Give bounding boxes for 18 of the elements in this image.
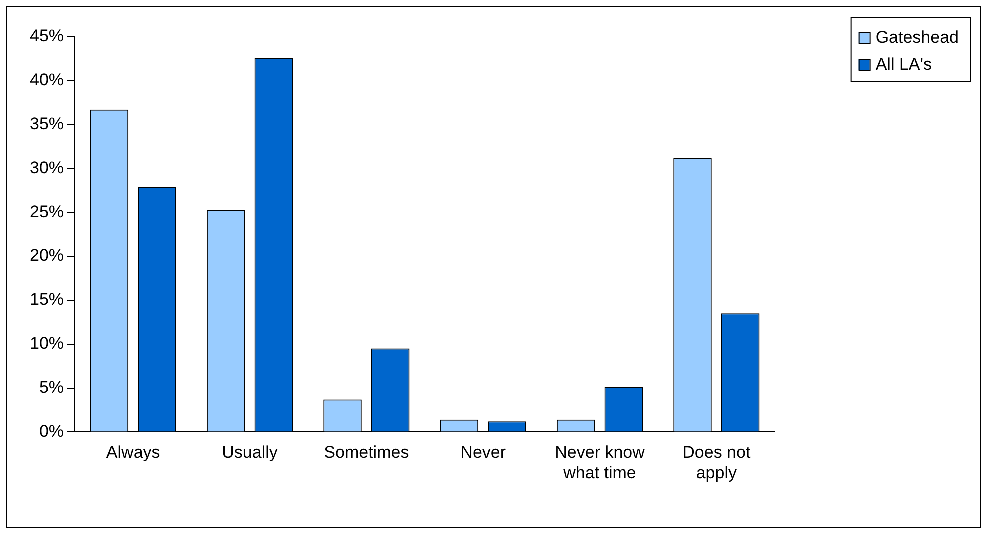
x-tick-label: Sometimes <box>324 443 410 462</box>
y-tick-label: 10% <box>30 334 64 354</box>
x-tick-label: Usually <box>222 443 278 462</box>
x-tick-label: Never know what time <box>555 443 646 482</box>
x-tick-label: Never <box>460 443 506 462</box>
y-tick-label: 30% <box>30 158 64 178</box>
y-tick-label: 40% <box>30 70 64 90</box>
y-tick-label: 0% <box>39 422 64 441</box>
y-tick-label: 15% <box>30 290 64 310</box>
legend-label: All LA's <box>876 55 932 74</box>
legend-label: Gateshead <box>876 28 960 48</box>
x-tick-label: Does not apply <box>682 443 751 482</box>
y-tick-label: 45% <box>30 26 64 46</box>
y-tick-label: 20% <box>30 246 64 266</box>
y-tick-label: 25% <box>30 202 64 222</box>
x-tick-label: Always <box>106 443 160 462</box>
y-tick-label: 35% <box>30 114 64 134</box>
y-tick-label: 5% <box>39 378 64 397</box>
